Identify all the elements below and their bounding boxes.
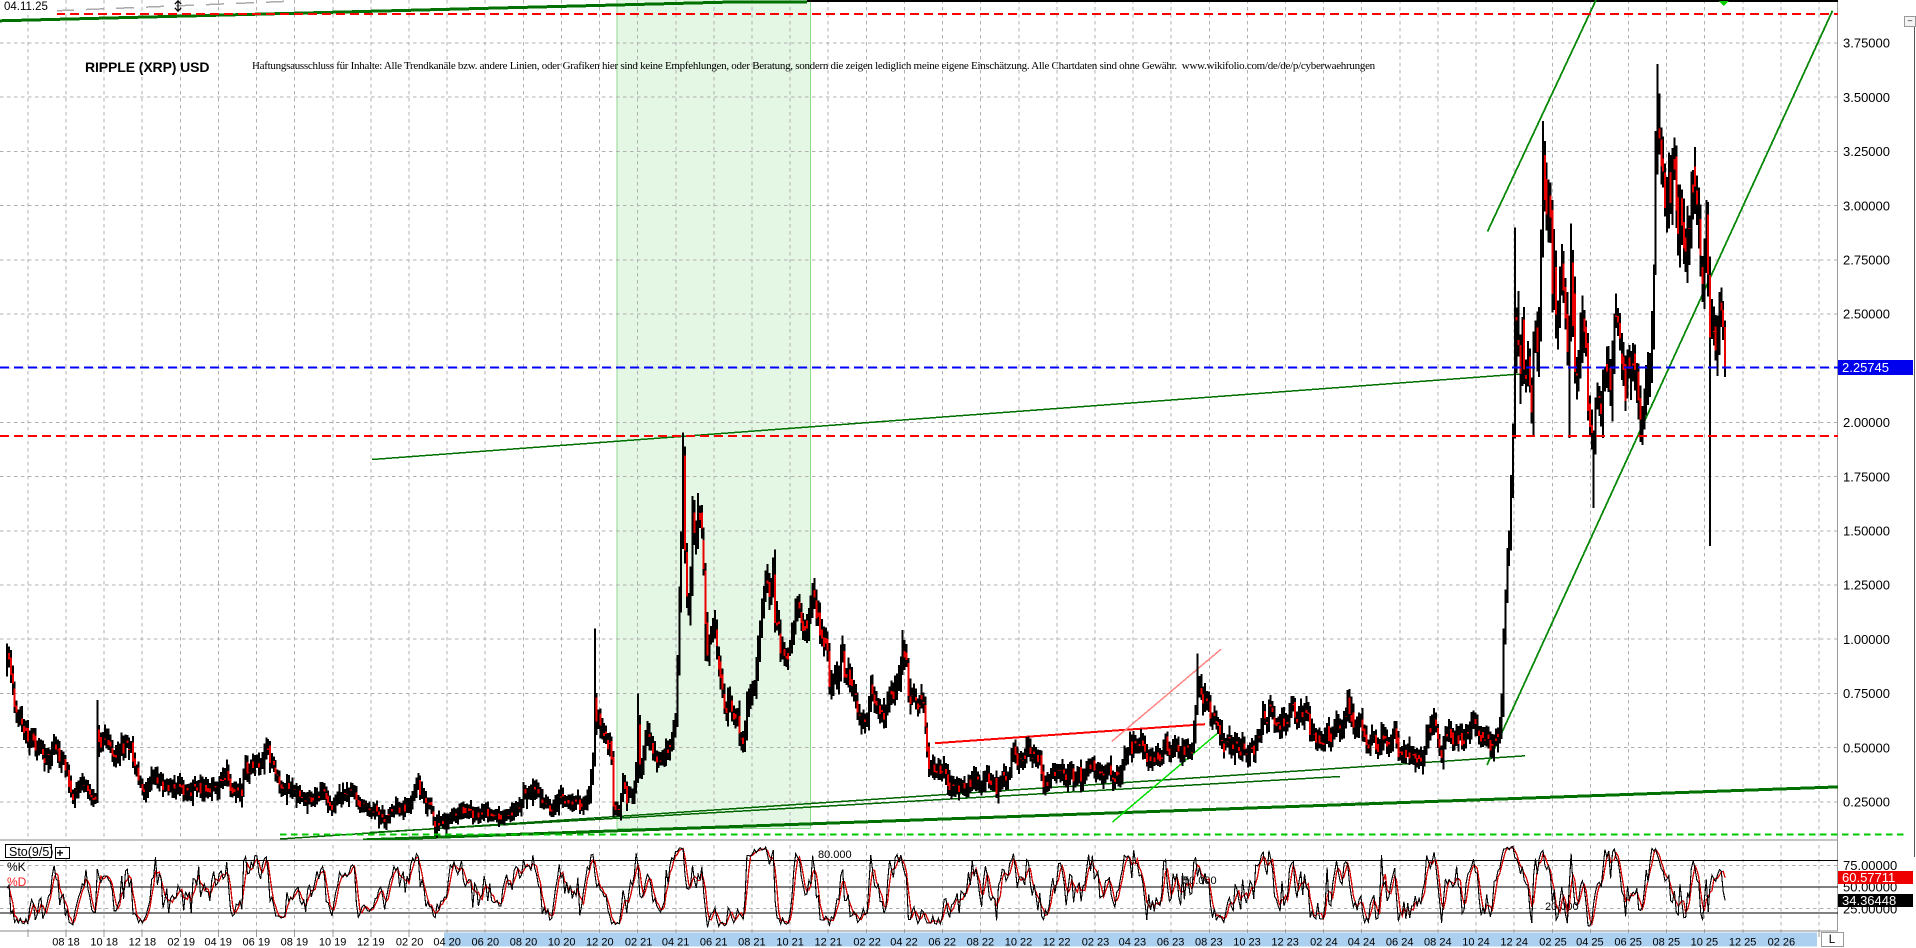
svg-text:1.75000: 1.75000 — [1843, 469, 1890, 484]
svg-text:12 24: 12 24 — [1500, 937, 1528, 948]
svg-text:3.25000: 3.25000 — [1843, 144, 1890, 159]
svg-text:3.50000: 3.50000 — [1843, 90, 1890, 105]
svg-text:12 18: 12 18 — [129, 937, 157, 948]
svg-text:1.50000: 1.50000 — [1843, 524, 1890, 539]
svg-text:3.00000: 3.00000 — [1843, 198, 1890, 213]
svg-text:02 21: 02 21 — [625, 937, 653, 948]
svg-text:02 25: 02 25 — [1539, 937, 1567, 948]
svg-text:12 25: 12 25 — [1729, 937, 1757, 948]
svg-text:02 23: 02 23 — [1082, 937, 1110, 948]
svg-text:80.000: 80.000 — [818, 849, 852, 861]
svg-text:12 20: 12 20 — [586, 937, 614, 948]
svg-text:10 25: 10 25 — [1691, 937, 1719, 948]
svg-text:08 21: 08 21 — [738, 937, 766, 948]
svg-text:1.00000: 1.00000 — [1843, 632, 1890, 647]
svg-text:2.00000: 2.00000 — [1843, 415, 1890, 430]
svg-text:06 21: 06 21 — [700, 937, 728, 948]
svg-text:04 25: 04 25 — [1576, 937, 1604, 948]
svg-text:06 25: 06 25 — [1614, 937, 1642, 948]
svg-text:04 22: 04 22 — [890, 937, 918, 948]
svg-text:08 20: 08 20 — [510, 937, 538, 948]
svg-text:12 21: 12 21 — [815, 937, 843, 948]
svg-text:08 18: 08 18 — [52, 937, 80, 948]
svg-text:0.25000: 0.25000 — [1843, 795, 1890, 810]
svg-text:02 24: 02 24 — [1310, 937, 1338, 948]
svg-text:12 19: 12 19 — [357, 937, 385, 948]
svg-text:10 20: 10 20 — [548, 937, 576, 948]
svg-text:0.50000: 0.50000 — [1843, 740, 1890, 755]
svg-text:08 23: 08 23 — [1195, 937, 1223, 948]
svg-text:2.75000: 2.75000 — [1843, 253, 1890, 268]
svg-text:04 24: 04 24 — [1348, 937, 1376, 948]
svg-text:02 22: 02 22 — [853, 937, 881, 948]
svg-text:2.50000: 2.50000 — [1843, 307, 1890, 322]
svg-text:50.000: 50.000 — [1183, 875, 1217, 887]
svg-text:10 22: 10 22 — [1005, 937, 1033, 948]
svg-text:1.25000: 1.25000 — [1843, 578, 1890, 593]
svg-text:10 23: 10 23 — [1233, 937, 1261, 948]
svg-text:3.75000: 3.75000 — [1843, 36, 1890, 51]
svg-text:04 21: 04 21 — [662, 937, 690, 948]
svg-text:06 24: 06 24 — [1386, 937, 1414, 948]
svg-text:08 19: 08 19 — [281, 937, 309, 948]
svg-text:75.00000: 75.00000 — [1843, 858, 1897, 873]
svg-text:08 22: 08 22 — [967, 937, 995, 948]
svg-text:10 21: 10 21 — [776, 937, 804, 948]
svg-text:02 26: 02 26 — [1768, 937, 1796, 948]
svg-text:06 19: 06 19 — [243, 937, 271, 948]
svg-text:08 25: 08 25 — [1653, 937, 1681, 948]
svg-text:10 18: 10 18 — [90, 937, 118, 948]
svg-text:02 20: 02 20 — [396, 937, 424, 948]
svg-text:06 22: 06 22 — [928, 937, 956, 948]
svg-text:12 22: 12 22 — [1043, 937, 1071, 948]
svg-text:04 20: 04 20 — [433, 937, 461, 948]
svg-text:04 19: 04 19 — [204, 937, 232, 948]
svg-text:06 20: 06 20 — [472, 937, 500, 948]
svg-text:06 23: 06 23 — [1157, 937, 1185, 948]
svg-text:12 23: 12 23 — [1271, 937, 1299, 948]
svg-text:04 23: 04 23 — [1119, 937, 1147, 948]
svg-text:10 19: 10 19 — [319, 937, 347, 948]
svg-text:02 19: 02 19 — [167, 937, 195, 948]
svg-text:0.75000: 0.75000 — [1843, 686, 1890, 701]
svg-text:08 24: 08 24 — [1424, 937, 1452, 948]
svg-text:10 24: 10 24 — [1462, 937, 1490, 948]
